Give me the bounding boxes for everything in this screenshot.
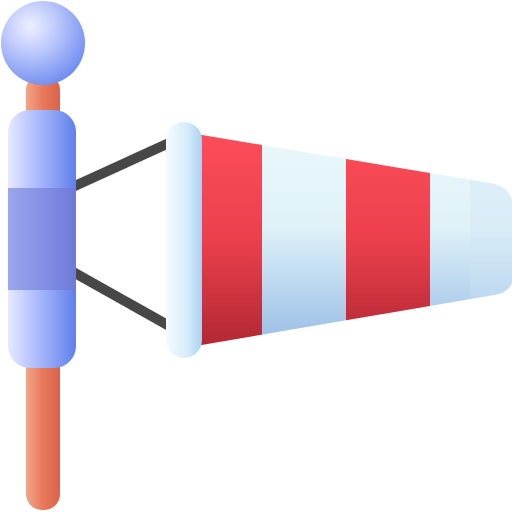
strut-lines — [61, 133, 185, 337]
sleeve-band — [8, 188, 76, 290]
stripe-white-1 — [262, 132, 346, 348]
windsock-body — [184, 132, 512, 348]
pole-top-ball — [1, 1, 85, 85]
pole-sleeve — [8, 110, 76, 368]
stripe-red-2 — [346, 132, 430, 348]
windsock-ring — [166, 122, 202, 358]
